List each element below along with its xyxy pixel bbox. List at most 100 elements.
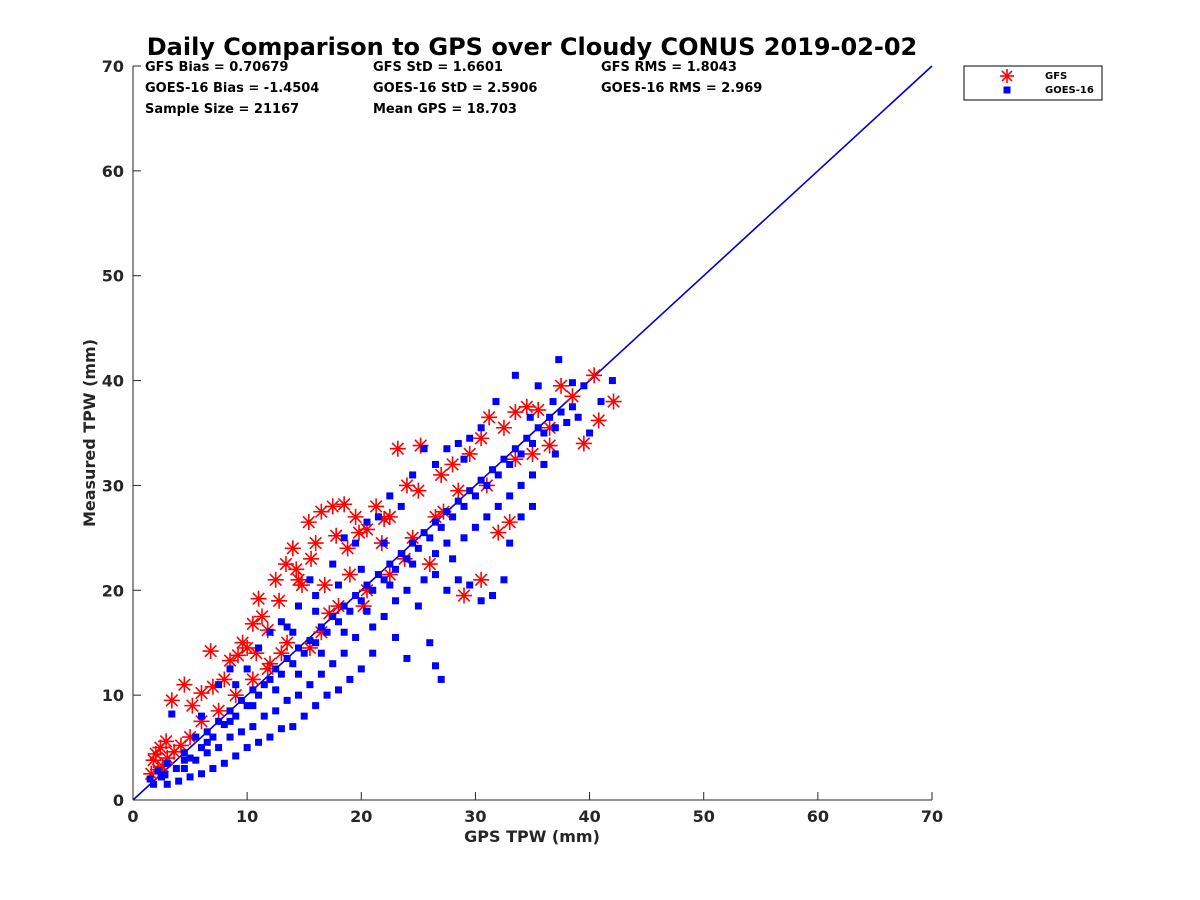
gfs-point <box>336 496 353 513</box>
goes16-point <box>329 613 337 620</box>
goes16-point <box>237 696 245 704</box>
goes16-point <box>243 702 251 710</box>
goes16-point <box>506 460 514 468</box>
goes16-point <box>352 592 360 600</box>
goes16-point <box>431 550 439 558</box>
goes16-point <box>243 665 251 673</box>
goes16-point <box>232 712 240 720</box>
goes16-point <box>403 555 411 563</box>
goes16-point <box>323 691 331 699</box>
stat-text: GOES-16 StD = 2.5906 <box>373 81 537 96</box>
gfs-point <box>290 571 307 588</box>
gfs-point <box>347 508 364 525</box>
goes16-point <box>369 649 377 657</box>
goes16-point <box>460 534 468 542</box>
goes16-point <box>608 377 616 385</box>
goes16-point <box>317 649 325 657</box>
goes16-point <box>232 681 240 689</box>
goes16-point <box>551 424 559 432</box>
goes16-point <box>215 681 223 689</box>
gfs-point <box>541 437 558 454</box>
goes16-point <box>289 660 297 668</box>
goes16-point <box>203 749 211 757</box>
goes16-point <box>431 662 439 670</box>
goes16-point <box>492 398 500 406</box>
goes16-point <box>431 571 439 579</box>
gfs-point <box>433 466 450 483</box>
goes16-point <box>312 639 320 647</box>
goes16-point <box>392 597 400 605</box>
goes16-point <box>506 492 514 500</box>
gfs-point <box>590 412 607 429</box>
goes16-point <box>546 413 554 421</box>
goes16-point <box>529 502 536 510</box>
gfs-point <box>267 571 284 588</box>
goes16-point <box>295 670 303 678</box>
gfs-point <box>166 743 183 760</box>
y-tick-label: 60 <box>102 162 124 181</box>
goes16-point <box>249 686 257 694</box>
goes16-point <box>403 654 411 662</box>
gfs-point <box>300 514 317 531</box>
x-tick-label: 50 <box>693 807 715 826</box>
goes16-point <box>277 670 285 678</box>
legend-gfs-label: GFS <box>1045 71 1067 82</box>
goes16-point <box>426 534 434 542</box>
goes16-point <box>312 592 320 600</box>
goes16-point <box>471 492 479 500</box>
goes16-point <box>295 644 303 652</box>
goes16-point <box>340 649 348 657</box>
goes16-point <box>489 592 497 600</box>
gfs-point <box>524 445 541 462</box>
gfs-point <box>253 608 270 625</box>
x-tick-label: 30 <box>464 807 486 826</box>
goes16-point <box>380 576 388 584</box>
goes16-point <box>517 450 525 458</box>
goes16-point <box>374 513 382 521</box>
goes16-point <box>574 413 582 421</box>
x-tick-label: 70 <box>921 807 943 826</box>
goes16-point <box>226 717 234 725</box>
goes16-point <box>403 586 411 594</box>
gfs-point <box>473 571 490 588</box>
goes16-point <box>289 628 297 636</box>
goes16-point <box>449 555 457 563</box>
gfs-point <box>193 713 210 730</box>
x-axis-label: GPS TPW (mm) <box>464 827 600 846</box>
goes16-point <box>323 628 331 636</box>
goes16-point <box>209 765 217 773</box>
goes16-point <box>334 618 342 626</box>
goes16-point <box>397 502 405 510</box>
gfs-point <box>368 498 385 515</box>
stat-text: GFS StD = 1.6601 <box>373 60 503 75</box>
goes16-point <box>226 665 234 673</box>
goes16-point <box>260 681 268 689</box>
gfs-point <box>284 540 301 557</box>
y-tick-label: 20 <box>102 581 124 600</box>
goes16-point <box>255 738 263 746</box>
gfs-point <box>456 587 473 604</box>
goes16-point <box>568 403 576 411</box>
stat-text: Mean GPS = 18.703 <box>373 102 517 117</box>
gfs-point <box>605 393 622 410</box>
goes16-point <box>540 460 548 468</box>
legend-box <box>963 65 1103 101</box>
legend-goes16-label: GOES-16 <box>1045 85 1094 96</box>
gfs-point <box>421 556 438 573</box>
goes16-point <box>317 623 325 631</box>
goes16-point <box>237 728 245 736</box>
goes16-point <box>477 597 485 605</box>
goes16-point <box>386 560 394 568</box>
y-tick-label: 40 <box>102 372 124 391</box>
goes16-point <box>483 481 491 489</box>
goes16-point <box>283 623 291 631</box>
goes16-point <box>340 534 348 542</box>
goes16-point <box>277 725 285 733</box>
goes16-point <box>197 744 205 752</box>
goes16-point <box>215 744 223 752</box>
gfs-point <box>158 733 175 750</box>
goes16-point <box>563 419 571 427</box>
goes16-point <box>357 565 365 573</box>
goes16-point <box>586 429 594 437</box>
goes16-point <box>517 481 525 489</box>
